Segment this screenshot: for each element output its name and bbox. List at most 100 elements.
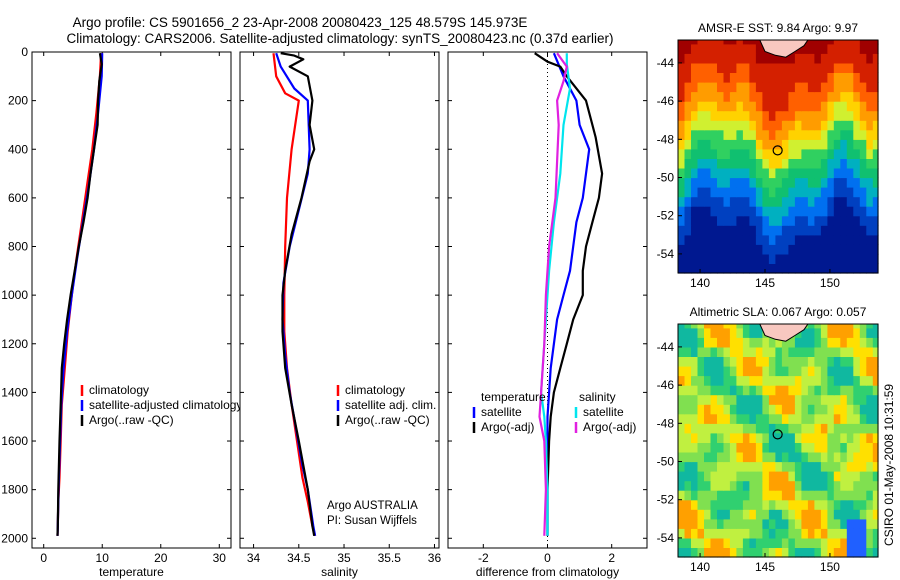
sla-map-cell: [704, 346, 712, 357]
sla-map-cell: [853, 442, 861, 453]
sst-map-cell: [859, 101, 867, 112]
sla-map-cell: [814, 547, 822, 558]
sst-map-cell: [827, 82, 835, 93]
sst-map-cell: [697, 62, 705, 73]
sst-map-cell: [846, 129, 854, 140]
sla-map-cell: [794, 356, 802, 367]
sla-map-cell: [820, 461, 828, 472]
sla-map-cell: [729, 528, 737, 539]
sla-map-cell: [704, 404, 712, 415]
sst-map-cell: [691, 187, 699, 198]
sla-map-cell: [788, 413, 796, 424]
sla-map-cell: [820, 385, 828, 396]
sla-map-cell: [833, 509, 841, 520]
sla-map-cell: [742, 423, 750, 434]
sla-map-cell: [775, 442, 783, 453]
sla-map-cell: [697, 490, 705, 501]
sla-map-cell: [859, 404, 867, 415]
sla-map-cell: [853, 413, 861, 424]
sla-map-cell: [775, 432, 783, 443]
sst-map-cell: [781, 110, 789, 121]
sst-map-cell: [742, 234, 750, 245]
sla-map-title: Altimetric SLA: 0.067 Argo: 0.057: [690, 305, 867, 319]
sla-map-cell: [749, 547, 757, 558]
sst-map-cell: [729, 91, 737, 102]
sst-map-cell: [846, 120, 854, 131]
sst-map-cell: [710, 244, 718, 255]
sla-map-cell: [717, 499, 725, 510]
sst-map-cell: [723, 196, 731, 207]
sst-map-cell: [736, 43, 744, 54]
sla-map-cell: [781, 518, 789, 529]
sla-map-cell: [781, 385, 789, 396]
sla-map-cell: [827, 442, 835, 453]
sla-map-cell: [801, 423, 809, 434]
sla-map-cell: [762, 480, 770, 491]
sla-map-cell: [801, 394, 809, 405]
sla-map-cell: [697, 537, 705, 548]
sst-map-cell: [872, 168, 879, 179]
sla-map-cell: [755, 423, 763, 434]
sla-map-cell: [755, 432, 763, 443]
sla-map-cell: [846, 404, 854, 415]
sst-map-cell: [853, 168, 861, 179]
sst-map-cell: [872, 62, 879, 73]
sst-map-cell: [859, 263, 867, 274]
sla-map-cell: [697, 385, 705, 396]
sla-map-cell: [859, 413, 867, 424]
sla-map-cell: [820, 547, 828, 558]
sst-map-cell: [866, 43, 874, 54]
sla-map-cell: [853, 480, 861, 491]
sst-map-cell: [684, 196, 692, 207]
sst-map-cell: [814, 53, 822, 64]
sla-map-cell: [833, 337, 841, 348]
sst-map-cell: [710, 234, 718, 245]
sst-map-cell: [762, 215, 770, 226]
sla-map-cell: [710, 375, 718, 386]
sla-map-cell: [814, 327, 822, 338]
sla-map-cell: [729, 356, 737, 367]
sla-map-cell: [691, 356, 699, 367]
sst-map-cell: [840, 206, 848, 217]
temperature-ytick-label: 1000: [1, 288, 28, 302]
sla-map-cell: [794, 385, 802, 396]
sst-map-cell: [749, 120, 757, 131]
sst-map-cell: [801, 234, 809, 245]
temperature-panel: 0 10 20 30020040060080010001200140016001800…: [1, 45, 242, 579]
sla-map-cell: [684, 547, 692, 558]
sla-map-cell: [846, 324, 854, 329]
sla-map-cell: [755, 385, 763, 396]
sst-map-cell: [691, 234, 699, 245]
sla-map-cell: [840, 452, 848, 463]
sla-map-cell: [697, 337, 705, 348]
sst-map-cell: [781, 91, 789, 102]
sst-map-cell: [704, 196, 712, 207]
sst-map-cell: [840, 101, 848, 112]
sla-map-cell: [853, 385, 861, 396]
sla-map-cell: [794, 442, 802, 453]
sla-map-cell: [814, 366, 822, 377]
sla-map-cell: [859, 385, 867, 396]
temperature-xtick-label: 30: [213, 551, 227, 565]
sla-map-cell: [749, 480, 757, 491]
sla-map-cell: [866, 547, 874, 558]
sst-map-cell: [872, 40, 879, 45]
sla-map-cell: [814, 346, 822, 357]
sst-map-cell: [710, 206, 718, 217]
temperature-ytick-label: 1200: [1, 337, 28, 351]
sla-map-cell: [768, 537, 776, 548]
sla-map-cell: [788, 385, 796, 396]
sla-map-cell: [723, 471, 731, 482]
sst-map-cell: [755, 177, 763, 188]
sst-map-cell: [684, 158, 692, 169]
sst-map-cell: [736, 234, 744, 245]
sla-map-cell: [691, 499, 699, 510]
sla-map-cell: [704, 413, 712, 424]
temperature-legend-label: Argo(..raw -QC): [89, 413, 174, 427]
sla-map-cell: [762, 404, 770, 415]
sla-map-cell: [807, 471, 815, 482]
sst-map-cell: [717, 196, 725, 207]
sst-map-cell: [788, 206, 796, 217]
sst-map-cell: [801, 177, 809, 188]
salinity-xtick-label: 34: [247, 551, 261, 565]
